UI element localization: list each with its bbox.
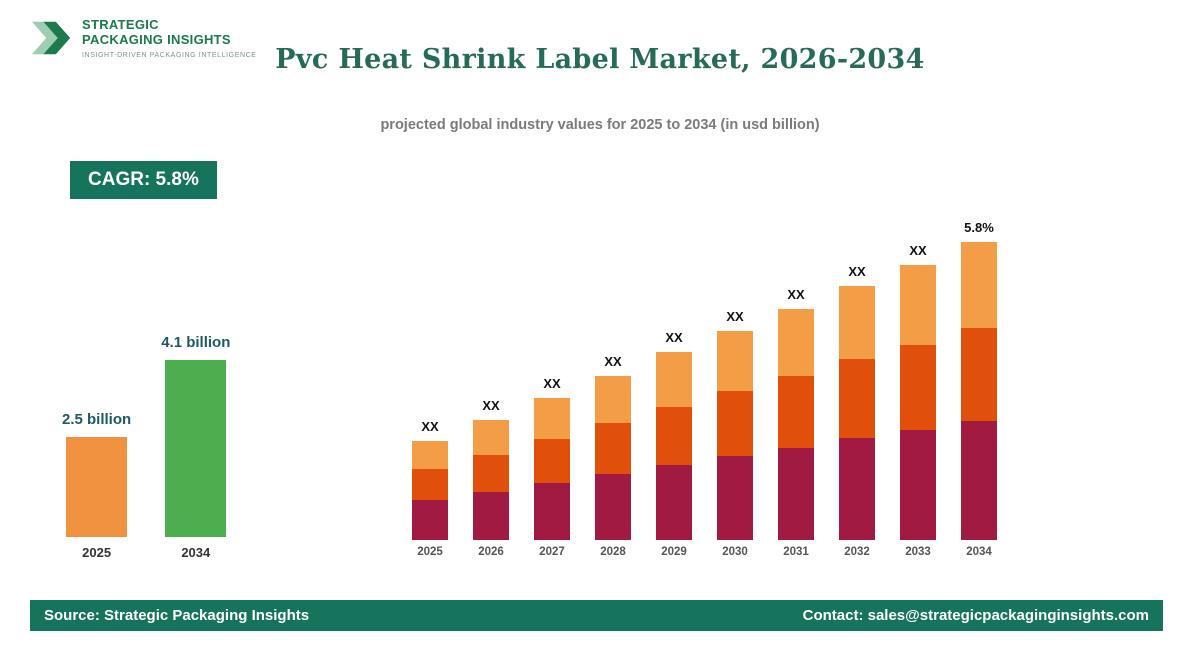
- stacked-bar-value-label: XX: [726, 309, 744, 324]
- growth-bar: [165, 360, 227, 537]
- growth-bar-group-2034: 4.1 billion 2034: [161, 334, 230, 560]
- segment-top: [900, 265, 936, 345]
- growth-bar-group-2025: 2.5 billion 2025: [62, 411, 131, 560]
- stacked-bar-value-label: XX: [604, 354, 622, 369]
- stacked-bar: [595, 376, 631, 540]
- growth-year-label: 2034: [181, 545, 211, 560]
- stacked-bar: [900, 265, 936, 540]
- segment-top: [473, 420, 509, 455]
- logo-line1: STRATEGIC: [82, 17, 159, 32]
- stacked-bar-value-label: XX: [421, 419, 439, 434]
- stacked-bar-value-label: XX: [909, 243, 927, 258]
- stacked-bar-group-2031: XX 2031: [778, 287, 814, 558]
- growth-value-label: 2.5 billion: [62, 411, 132, 428]
- growth-value-label: 4.1 billion: [161, 334, 231, 351]
- segment-bottom: [412, 500, 448, 540]
- stacked-bar: [839, 286, 875, 540]
- segment-top: [412, 441, 448, 469]
- segment-bottom: [534, 483, 570, 540]
- stacked-bar-value-label: XX: [848, 264, 866, 279]
- segment-middle: [534, 439, 570, 483]
- segment-middle: [412, 469, 448, 500]
- stacked-year-label: 2025: [417, 546, 443, 558]
- stacked-bar-group-2025: XX 2025: [412, 419, 448, 558]
- stacked-bar-value-label: XX: [787, 287, 805, 302]
- segment-bottom: [595, 474, 631, 540]
- page-title: Pvc Heat Shrink Label Market, 2026-2034: [275, 44, 925, 75]
- segment-bottom: [656, 465, 692, 540]
- segment-top: [961, 242, 997, 328]
- stacked-bar-group-2028: XX 2028: [595, 354, 631, 558]
- segment-top: [595, 376, 631, 423]
- segment-middle: [778, 376, 814, 448]
- stacked-year-label: 2026: [478, 546, 504, 558]
- stacked-bar-group-2033: XX 2033: [900, 243, 936, 558]
- segment-middle: [961, 328, 997, 421]
- segment-bottom: [473, 492, 509, 540]
- growth-year-label: 2025: [82, 545, 112, 560]
- growth-summary-chart: 2.5 billion 2025 4.1 billion 2034: [62, 334, 230, 560]
- stacked-bar: [473, 420, 509, 540]
- segment-top: [717, 331, 753, 391]
- logo: STRATEGIC PACKAGING INSIGHTS INSIGHT-DRI…: [30, 16, 257, 60]
- segment-middle: [473, 455, 509, 492]
- segment-middle: [595, 423, 631, 474]
- footer-contact: Contact: sales@strategicpackaginginsight…: [802, 607, 1149, 624]
- stacked-bar: [656, 352, 692, 540]
- stacked-year-label: 2034: [966, 546, 992, 558]
- logo-text: STRATEGIC PACKAGING INSIGHTS INSIGHT-DRI…: [82, 16, 257, 59]
- page-subtitle: projected global industry values for 202…: [380, 117, 820, 133]
- stacked-bar-group-2029: XX 2029: [656, 330, 692, 558]
- logo-tagline: INSIGHT-DRIVEN PACKAGING INTELLIGENCE: [82, 51, 257, 59]
- segment-bottom: [778, 448, 814, 540]
- cagr-badge: CAGR: 5.8%: [70, 161, 217, 199]
- segment-bottom: [900, 430, 936, 540]
- stacked-bar-value-label: XX: [482, 398, 500, 413]
- segment-bottom: [839, 438, 875, 540]
- segment-bottom: [717, 456, 753, 540]
- stacked-year-label: 2030: [722, 546, 748, 558]
- stacked-bar-group-2034: 5.8% 2034: [961, 220, 997, 558]
- segment-top: [534, 398, 570, 439]
- segment-middle: [900, 345, 936, 430]
- stacked-bar-group-2030: XX 2030: [717, 309, 753, 558]
- stacked-year-label: 2032: [844, 546, 870, 558]
- chevron-logo-icon: [31, 21, 71, 55]
- stacked-bar: [778, 309, 814, 540]
- stacked-year-label: 2027: [539, 546, 565, 558]
- stacked-bar-value-label: XX: [543, 376, 561, 391]
- segment-middle: [656, 407, 692, 465]
- stacked-bar: [717, 331, 753, 540]
- segment-top: [839, 286, 875, 359]
- stacked-bar-group-2032: XX 2032: [839, 264, 875, 558]
- footer-source: Source: Strategic Packaging Insights: [44, 607, 310, 624]
- footer-bar: Source: Strategic Packaging Insights Con…: [30, 600, 1163, 631]
- stacked-year-label: 2031: [783, 546, 809, 558]
- stacked-bar-value-label: 5.8%: [964, 220, 994, 235]
- stacked-bar-value-label: XX: [665, 330, 683, 345]
- stacked-bar: [961, 242, 997, 540]
- segment-middle: [839, 359, 875, 438]
- stacked-bar-group-2027: XX 2027: [534, 376, 570, 558]
- stacked-projection-chart: XX 2025 XX 2026 XX 2027 XX 2028 XX 2029 XX 2030 XX 20…: [412, 220, 997, 558]
- stacked-bar-group-2026: XX 2026: [473, 398, 509, 558]
- segment-top: [656, 352, 692, 407]
- segment-bottom: [961, 421, 997, 540]
- growth-bar: [66, 437, 128, 537]
- logo-line2: PACKAGING INSIGHTS: [82, 31, 231, 47]
- stacked-bar: [534, 398, 570, 540]
- segment-middle: [717, 391, 753, 456]
- segment-top: [778, 309, 814, 376]
- stacked-bar: [412, 441, 448, 540]
- stacked-year-label: 2033: [905, 546, 931, 558]
- stacked-year-label: 2028: [600, 546, 626, 558]
- stacked-year-label: 2029: [661, 546, 687, 558]
